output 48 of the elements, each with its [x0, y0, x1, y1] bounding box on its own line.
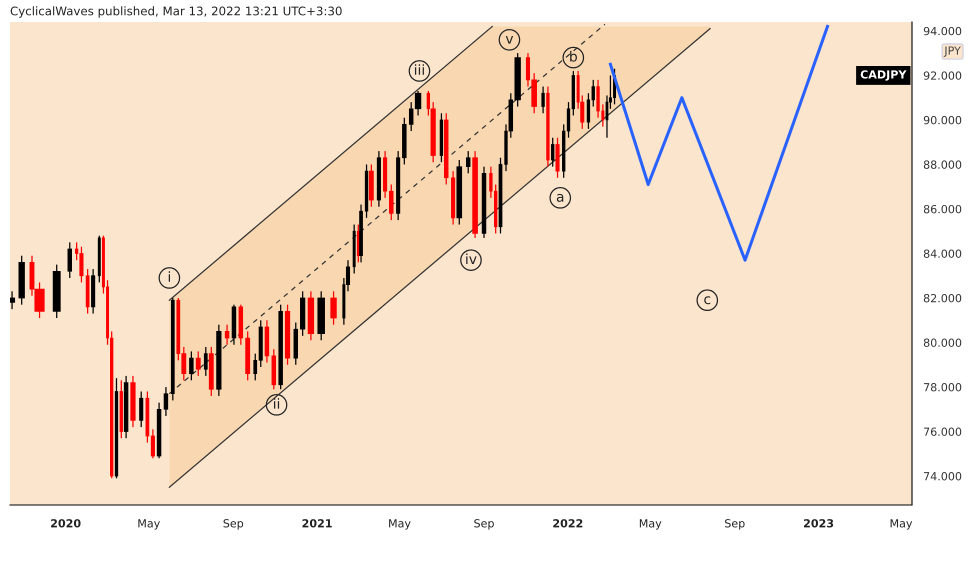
annotation: iii — [414, 64, 424, 75]
y-tick-label: 76.000 — [924, 428, 962, 436]
annotation: v — [506, 36, 514, 44]
x-tick-label: May — [389, 519, 411, 530]
x-tick-label: 2023 — [804, 519, 834, 528]
x-tick-label: May — [138, 519, 160, 530]
candlestick — [79, 246, 84, 284]
candlestick — [551, 137, 554, 168]
y-tick-label: 88.000 — [924, 160, 962, 169]
y-tick-label: 80.000 — [924, 338, 962, 347]
candlestick — [68, 242, 72, 279]
x-tick-label: 2022 — [553, 519, 582, 528]
x-tick-label: 2021 — [302, 519, 332, 528]
line-series — [608, 24, 830, 262]
x-tick-label: Sep — [474, 519, 494, 530]
y-tick-label: 92.000 — [924, 71, 962, 80]
x-tick-label: May — [640, 519, 662, 530]
y-tick-label: 82.000 — [924, 294, 962, 302]
y-tick-label: 78.000 — [924, 383, 962, 392]
candlestick — [139, 390, 144, 428]
x-tick-label: Sep — [725, 519, 745, 530]
candlestick — [164, 386, 168, 417]
x-tick-label: Sep — [224, 519, 244, 530]
x-tick-label: May — [890, 519, 912, 530]
annotation: ii — [274, 398, 280, 409]
candlestick — [224, 324, 230, 346]
y-tick-label: 84.000 — [924, 249, 962, 258]
candlestick — [10, 290, 16, 310]
x-tick-label: 2020 — [51, 519, 81, 528]
candlestick — [541, 86, 545, 114]
candlestick — [196, 350, 201, 377]
candlestick — [189, 350, 194, 381]
candlestick — [389, 184, 394, 221]
candlestick — [601, 104, 604, 128]
y-tick-label: 94.000 — [924, 26, 962, 36]
annotation: i — [168, 271, 170, 282]
chart-title: CyclicalWaves published, Mar 13, 2022 13:21 UTC+3:30 — [10, 6, 342, 18]
y-axis-title: JPY — [944, 46, 961, 57]
annotation: c — [704, 296, 710, 304]
candlestick — [466, 150, 470, 174]
y-tick-label: 74.000 — [924, 472, 962, 480]
annotation: a — [556, 194, 564, 202]
annotation: b — [570, 50, 577, 62]
annotation: iv — [466, 253, 477, 264]
text: CADJPY — [860, 70, 907, 81]
candlestick — [204, 346, 208, 377]
y-tick-label: 86.000 — [924, 204, 962, 214]
y-tick-label: 90.000 — [924, 116, 962, 124]
